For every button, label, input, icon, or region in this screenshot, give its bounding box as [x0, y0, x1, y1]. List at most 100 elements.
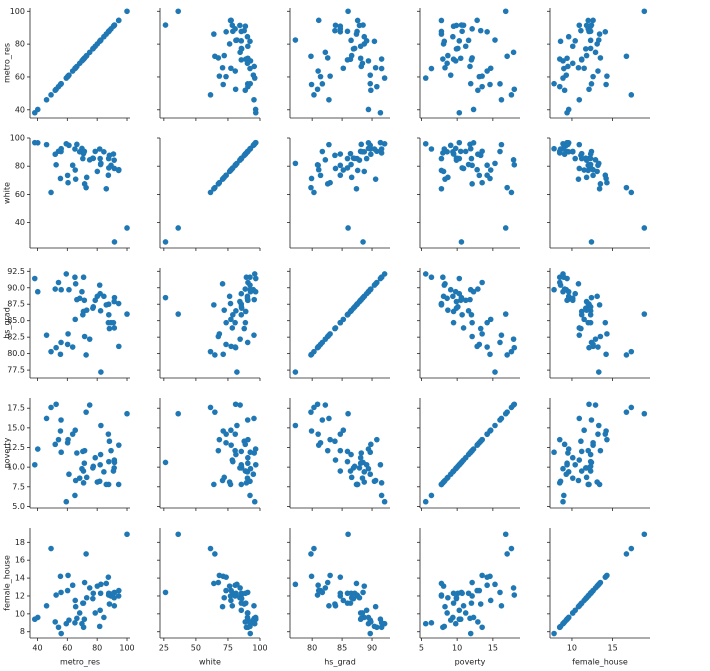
point — [52, 87, 59, 94]
point — [106, 325, 113, 332]
point — [81, 579, 88, 586]
y-tick-label: 12 — [15, 591, 25, 600]
point — [81, 616, 88, 623]
point — [308, 81, 315, 88]
point — [80, 480, 87, 486]
point — [252, 275, 259, 282]
point — [438, 185, 445, 192]
point — [592, 157, 599, 163]
point — [596, 481, 603, 488]
point — [587, 45, 594, 52]
point — [65, 73, 71, 79]
point — [345, 531, 351, 538]
point — [603, 351, 609, 358]
point — [219, 64, 226, 71]
point — [363, 290, 370, 297]
point — [124, 410, 130, 417]
point — [556, 83, 563, 90]
point — [228, 316, 234, 323]
point — [228, 167, 234, 173]
point — [438, 300, 445, 307]
point — [101, 149, 107, 155]
point — [230, 28, 236, 35]
point — [97, 590, 104, 597]
x-tick-label: 25 — [159, 644, 169, 653]
point — [247, 286, 254, 293]
point — [595, 344, 601, 350]
point — [92, 148, 99, 155]
point — [251, 603, 257, 609]
point — [348, 307, 355, 313]
point — [444, 149, 450, 155]
point — [72, 167, 79, 173]
y-tick-label: 77.5 — [7, 366, 25, 375]
point — [578, 150, 585, 157]
point — [250, 471, 257, 478]
point — [498, 96, 505, 103]
point — [422, 271, 429, 277]
x-tick-label: 80 — [92, 644, 102, 653]
point — [237, 22, 243, 29]
point — [564, 55, 570, 62]
point — [492, 160, 498, 167]
point — [43, 141, 50, 148]
point — [317, 73, 324, 80]
point — [97, 155, 103, 162]
point — [628, 348, 635, 355]
point — [447, 286, 454, 293]
point — [371, 146, 378, 152]
point — [372, 64, 379, 71]
x-tick-label: 40 — [32, 644, 42, 653]
x-axis-label: white — [199, 658, 221, 667]
point — [504, 184, 510, 191]
point — [447, 617, 454, 623]
point — [58, 449, 64, 456]
point — [560, 498, 566, 505]
point — [572, 290, 579, 297]
point — [228, 597, 234, 604]
point — [322, 585, 329, 591]
point — [602, 172, 609, 179]
point — [456, 38, 463, 44]
point — [63, 271, 70, 277]
point — [72, 316, 79, 323]
point — [476, 172, 483, 179]
point — [232, 401, 239, 408]
point — [597, 447, 604, 454]
point — [83, 307, 90, 313]
point — [456, 607, 463, 614]
point — [445, 594, 451, 601]
point — [292, 160, 299, 167]
point — [510, 585, 517, 591]
point — [43, 96, 50, 103]
point — [641, 225, 648, 231]
point — [356, 157, 363, 163]
point — [233, 590, 239, 597]
point — [315, 162, 321, 169]
point — [111, 603, 118, 609]
point — [468, 311, 475, 318]
point — [332, 457, 339, 463]
point — [467, 63, 473, 70]
y-tick-label: 17.5 — [7, 404, 25, 413]
point — [492, 369, 498, 375]
point — [31, 139, 38, 146]
point — [79, 288, 85, 295]
point — [452, 58, 459, 64]
point — [72, 603, 79, 610]
point — [76, 475, 83, 481]
point — [228, 442, 234, 448]
point — [475, 87, 481, 94]
point — [245, 436, 251, 443]
point — [468, 155, 475, 162]
point — [72, 65, 78, 72]
point — [551, 630, 557, 637]
point — [233, 451, 239, 458]
point — [162, 589, 169, 596]
point — [459, 590, 465, 597]
point — [319, 417, 326, 423]
point — [450, 600, 457, 606]
point — [353, 31, 360, 37]
point — [83, 409, 89, 415]
point — [467, 449, 474, 456]
